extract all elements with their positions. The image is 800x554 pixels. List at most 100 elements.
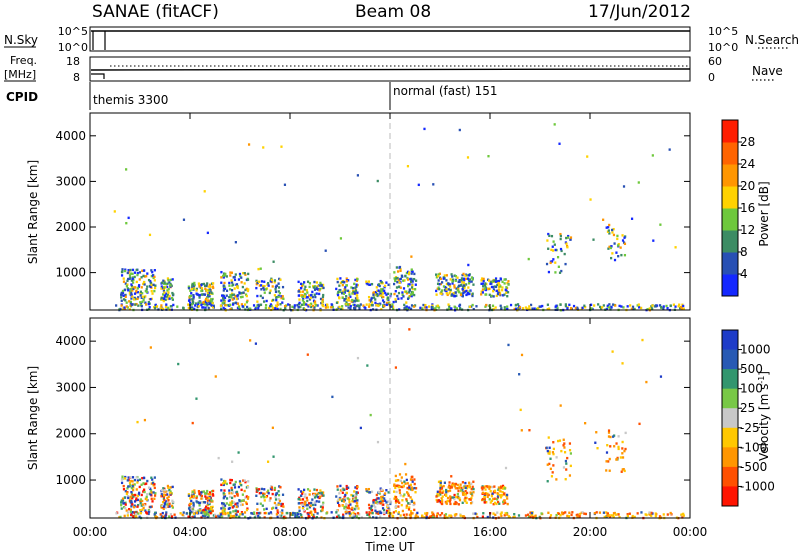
echo-cell (338, 498, 342, 501)
echo-cell (232, 283, 235, 286)
echo-cell (311, 290, 314, 294)
echo-cell (234, 301, 237, 305)
echo-cell (256, 511, 259, 515)
echo-cell (124, 282, 127, 285)
echo-cell (163, 281, 166, 284)
echo-cell (220, 276, 223, 279)
echo-cell (142, 299, 145, 302)
echo-cell (308, 298, 312, 301)
echo-cell (370, 282, 374, 286)
echo-cell (204, 306, 207, 309)
echo-cell (168, 505, 171, 508)
echo-cell (151, 292, 154, 295)
echo-cell (130, 486, 133, 490)
echo-cell (407, 502, 410, 505)
echo-cell (243, 489, 246, 493)
echo-cell (472, 480, 475, 483)
echo-cell (147, 301, 150, 304)
echo-cell (145, 288, 148, 291)
echo-cell (130, 283, 133, 286)
echo-cell (268, 291, 271, 295)
echo-cell (370, 299, 373, 302)
echo-cell (459, 293, 463, 296)
echo-cell (135, 268, 138, 272)
echo-cell (394, 501, 398, 504)
echo-cell (300, 303, 303, 306)
echo-cell (439, 493, 442, 496)
echo-cell (481, 282, 485, 285)
echo-cell (229, 303, 232, 307)
echo-cell (464, 481, 467, 485)
echo-cell (681, 516, 684, 519)
echo-cell (298, 506, 301, 509)
echo-cell (297, 290, 301, 293)
echo-cell (605, 307, 608, 311)
echo-cell (308, 506, 312, 509)
echo-cell (567, 234, 570, 238)
echo-cell (487, 154, 490, 158)
echo-cell (608, 515, 612, 519)
echo-cell (345, 280, 348, 283)
echo-cell (240, 276, 243, 279)
echo-cell (474, 512, 477, 515)
echo-cell (143, 504, 146, 507)
echo-cell (229, 495, 232, 499)
echo-cell (344, 297, 347, 301)
echo-cell (397, 297, 400, 300)
echo-cell (621, 440, 624, 444)
echo-cell (354, 512, 357, 516)
echo-cell (494, 277, 498, 280)
echo-cell (506, 497, 509, 500)
echo-cell (469, 491, 472, 494)
echo-cell (215, 515, 218, 518)
echo-cell (383, 497, 386, 500)
echo-cell (138, 271, 142, 274)
echo-cell (140, 493, 143, 497)
echo-cell (406, 482, 409, 485)
echo-cell (245, 502, 248, 506)
echo-cell (434, 307, 437, 310)
echo-cell (244, 293, 248, 296)
echo-cell (492, 502, 495, 506)
echo-cell (120, 270, 124, 274)
echo-cell (205, 289, 208, 292)
echo-cell (135, 488, 138, 491)
echo-cell (342, 280, 345, 284)
echo-cell (438, 287, 441, 291)
echo-cell (202, 300, 206, 304)
echo-cell (301, 284, 304, 288)
echo-cell (405, 301, 408, 304)
echo-cell (346, 303, 350, 306)
echo-cell (305, 504, 308, 507)
echo-cell (176, 305, 179, 308)
power-frame (89, 112, 691, 311)
echo-cell (313, 293, 316, 296)
echo-cell (446, 496, 450, 500)
echo-cell (161, 511, 164, 515)
echo-cell (303, 500, 306, 503)
echo-cell (507, 283, 510, 286)
echo-cell (395, 498, 398, 501)
echo-cell (398, 489, 401, 492)
echo-cell (122, 488, 126, 491)
echo-cell (352, 511, 355, 514)
echo-cell (314, 510, 317, 514)
echo-cell (153, 289, 156, 293)
echo-cell (400, 476, 403, 479)
echo-cell (298, 301, 301, 305)
echo-cell (160, 493, 163, 496)
echo-cell (401, 293, 404, 296)
echo-cell (472, 283, 475, 286)
echo-cell (240, 488, 243, 492)
echo-cell (368, 303, 371, 306)
echo-cell (662, 305, 665, 308)
echo-cell (280, 145, 283, 148)
echo-cell (607, 435, 611, 438)
echo-cell (527, 515, 531, 518)
echo-cell (167, 306, 170, 310)
echo-cell (185, 512, 188, 515)
echo-cell (297, 510, 301, 514)
echo-cell (153, 486, 156, 490)
echo-cell (408, 513, 411, 517)
echo-cell (324, 306, 328, 309)
